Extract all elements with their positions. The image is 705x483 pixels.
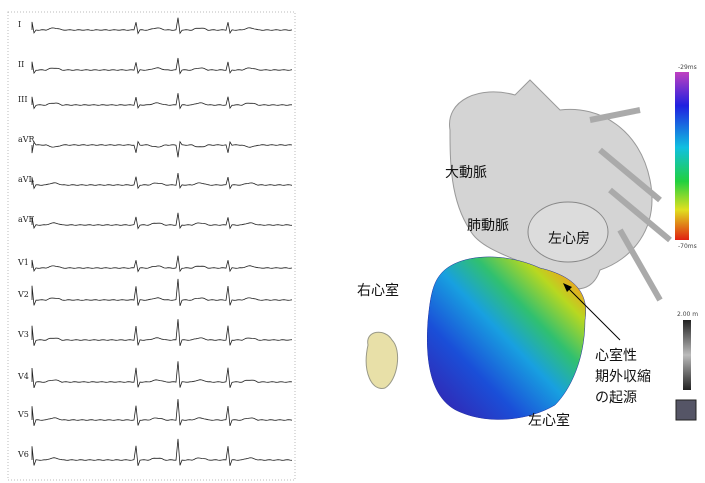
ecg-trace: [32, 279, 292, 306]
label-right-ventricle: 右心室: [357, 282, 399, 299]
label-origin: の起源: [595, 390, 637, 406]
label-origin: 心室性: [595, 347, 637, 364]
lead-label: V3: [17, 330, 29, 339]
label-left-atrium: 左心房: [548, 231, 590, 247]
ecg-border: [8, 12, 295, 480]
ecg-trace: [32, 256, 292, 272]
ecg-trace: [32, 93, 292, 108]
ventricle-map: [427, 257, 586, 420]
scale-top: -29ms: [678, 64, 697, 71]
label-origin: 期外収縮: [595, 369, 651, 385]
lead-label: V2: [17, 290, 29, 299]
lead-label: V4: [17, 372, 29, 381]
scale-bar: [683, 320, 691, 390]
view-icon: [676, 400, 696, 420]
ecg-trace: [32, 18, 292, 34]
ecg-trace: [32, 58, 292, 74]
lead-label: aVR: [18, 135, 36, 144]
lead-label: V6: [17, 450, 29, 459]
scale-bar-label: 2.00 m: [677, 311, 698, 318]
ecg-trace: [32, 361, 292, 388]
ecg-trace: [32, 213, 292, 229]
lead-label: V1: [17, 258, 29, 267]
ecg-trace: [32, 173, 292, 188]
lead-label: V5: [17, 410, 29, 419]
label-aorta: 大動脈: [445, 165, 487, 181]
ecg-trace: [32, 319, 292, 346]
ecg-trace: [32, 142, 292, 158]
ecg-trace: [32, 439, 292, 466]
label-pulmonary-artery: 肺動脈: [467, 218, 509, 234]
orientation-heart: [366, 332, 397, 388]
lead-label: I: [18, 20, 21, 29]
scale-bottom: -70ms: [678, 243, 697, 250]
lead-label: II: [18, 60, 24, 69]
ecg-trace: [32, 399, 292, 426]
color-bar: [675, 72, 689, 240]
lead-label: III: [18, 95, 27, 104]
heart-map: [366, 72, 696, 420]
figure: IIIIIIaVRaVLaVFV1V2V3V4V5V6 大動脈 肺動脈 左心房 …: [0, 0, 705, 483]
label-left-ventricle: 左心室: [528, 412, 570, 429]
